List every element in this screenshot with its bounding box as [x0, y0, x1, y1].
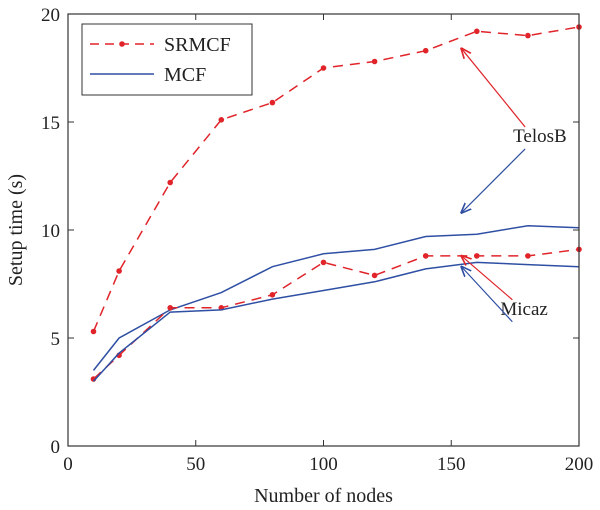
legend-srmcf-marker [119, 41, 125, 47]
y-tick-label: 5 [51, 329, 61, 350]
axis-ticks [67, 13, 580, 447]
series-line-mcf-micaz [92, 261, 580, 382]
x-tick-label: 150 [437, 454, 466, 475]
annotation-micaz: Micaz [500, 299, 547, 320]
x-tick-label: 0 [63, 454, 73, 475]
data-point-srmcf-telosb [320, 65, 327, 71]
data-point-srmcf-micaz [371, 272, 378, 279]
annotation-arrow-telosb [461, 148, 526, 213]
data-point-srmcf-telosb [218, 117, 225, 123]
tick-labels: 0 50 100 150 200 0 5 10 15 20 [41, 5, 593, 475]
data-point-srmcf-telosb [167, 179, 173, 186]
y-tick-label: 0 [51, 437, 61, 458]
data-point-srmcf-telosb [116, 268, 122, 274]
data-point-srmcf-telosb [525, 32, 531, 39]
y-tick-label: 10 [41, 221, 60, 242]
annotation-arrow-telosb [461, 49, 526, 128]
x-tick-label: 50 [186, 454, 205, 475]
data-point-srmcf-telosb [90, 328, 97, 335]
series-line-mcf-telosb [92, 224, 580, 371]
data-point-srmcf-telosb [371, 58, 378, 65]
data-point-srmcf-telosb [269, 99, 276, 106]
data-point-srmcf-micaz [525, 253, 531, 259]
y-tick-label: 15 [41, 113, 60, 134]
legend: SRMCF MCF [81, 23, 253, 96]
data-point-srmcf-micaz [167, 305, 173, 311]
data-point-srmcf-telosb [474, 28, 480, 35]
legend-srmcf-label: SRMCF [164, 34, 231, 56]
legend-mcf-label: MCF [164, 64, 206, 86]
annotation-arrow-micaz [461, 267, 513, 323]
x-axis-label: Number of nodes [254, 485, 393, 507]
data-point-srmcf-micaz [474, 253, 480, 259]
data-point-srmcf-micaz [320, 259, 327, 266]
legend-box [81, 23, 253, 96]
annotation-arrow-micaz [461, 256, 513, 301]
x-tick-label: 200 [565, 454, 594, 475]
data-point-srmcf-micaz [422, 253, 429, 259]
y-tick-label: 20 [41, 5, 60, 26]
annotation-telosb: TelosB [513, 126, 567, 147]
series-line-srmcf-micaz [92, 248, 580, 380]
data-point-srmcf-telosb [422, 47, 429, 54]
annotations: TelosB Micaz [461, 49, 567, 323]
y-axis-label: Setup time (s) [5, 174, 27, 286]
x-tick-label: 100 [309, 454, 338, 475]
data-point-srmcf-micaz [269, 292, 276, 298]
plot-lines [90, 24, 582, 382]
